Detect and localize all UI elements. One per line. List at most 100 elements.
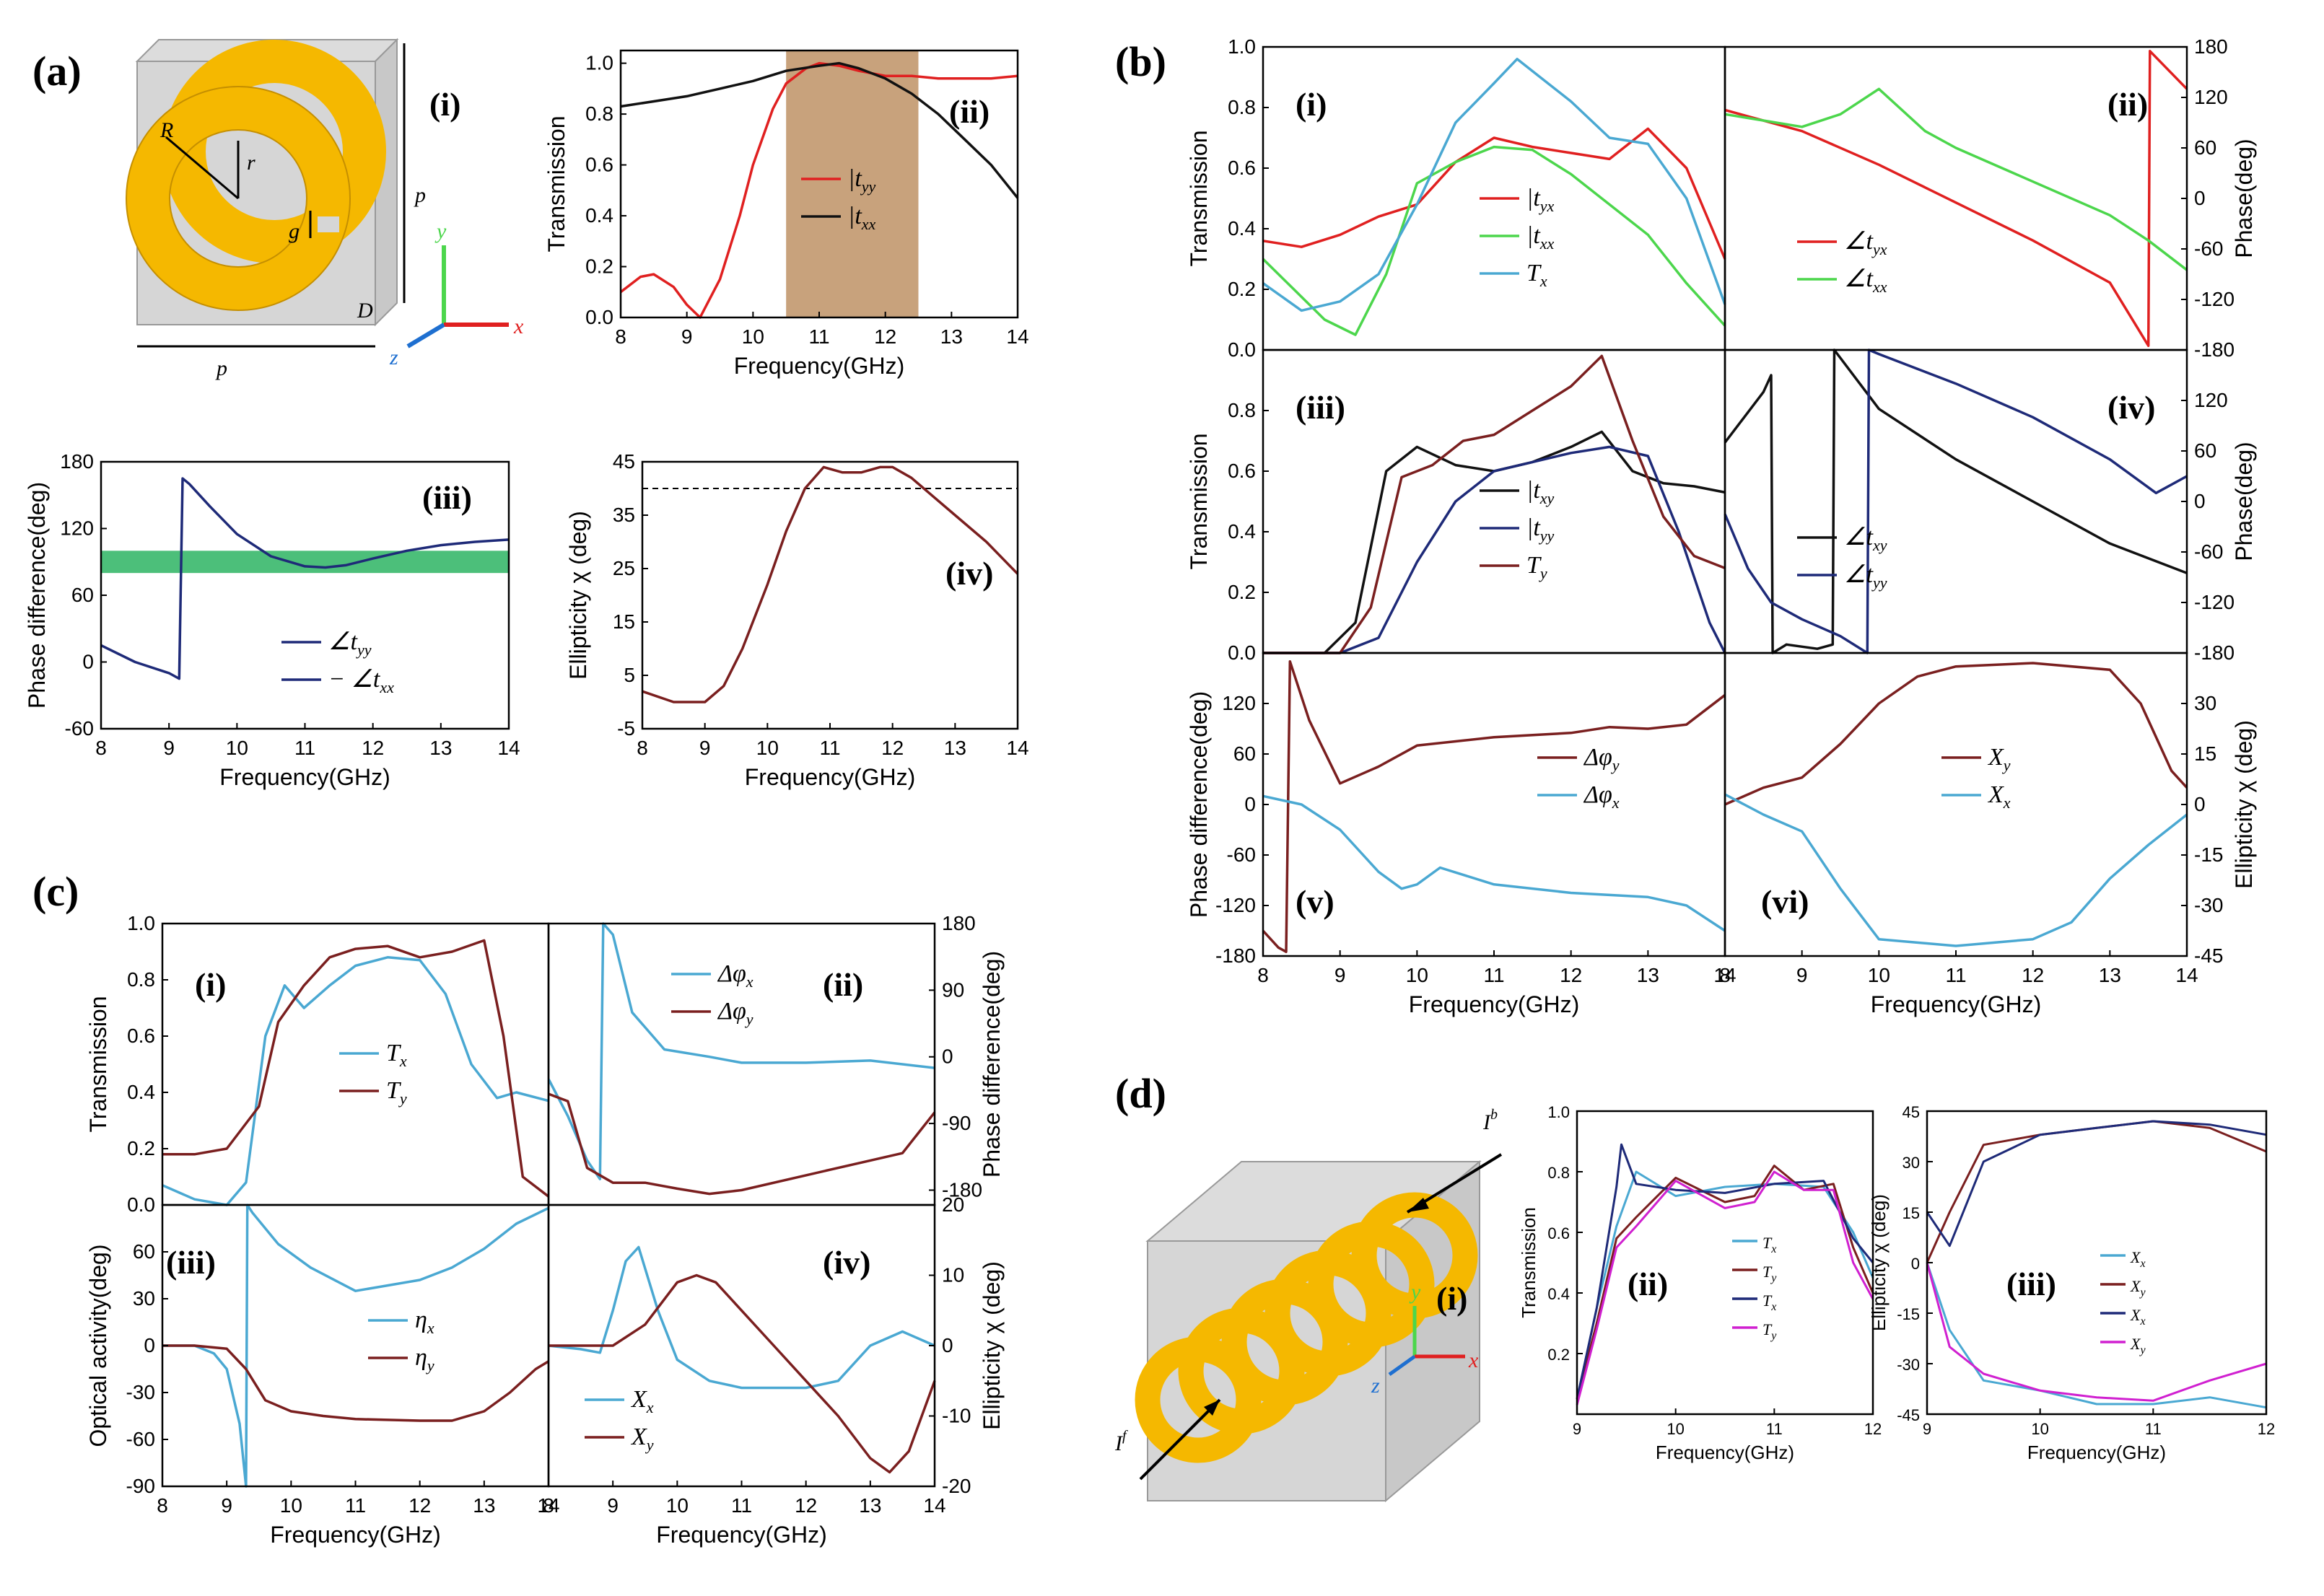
panel-c-label: (c) — [32, 868, 79, 915]
legend-label: ∠tyy — [1844, 561, 1887, 592]
y-tick-label: 60 — [2194, 439, 2216, 462]
chart-c-iv: -20 -10 0 10 20 8 9 10 11 12 13 14 Frequency(GHz) Ell… — [543, 1193, 1005, 1548]
y-tick-label: 180 — [2194, 35, 2228, 58]
shaded-band — [101, 551, 509, 574]
x-tick-label: 11 — [1483, 964, 1504, 986]
incident-backward-label: Ib — [1482, 1107, 1498, 1134]
series-line — [162, 1203, 549, 1488]
y-tick-label: 15 — [1903, 1204, 1920, 1222]
x-tick-label: 10 — [1868, 964, 1890, 986]
series-line — [1576, 1143, 1874, 1400]
y-tick-label: 0.0 — [1228, 338, 1256, 361]
legend-label: − ∠txx — [328, 666, 394, 696]
y-tick-label: 120 — [60, 517, 94, 540]
y-tick-label: 30 — [2194, 692, 2216, 714]
x-tick-label: 11 — [731, 1494, 752, 1517]
legend-label: ∠txy — [1844, 524, 1887, 554]
x-tick-label: 13 — [1637, 964, 1659, 986]
y-axis-label: Ellipticity χ (deg) — [979, 1261, 1005, 1430]
y-axis-label: Transmission — [1186, 433, 1212, 569]
x-tick-label: 12 — [795, 1494, 817, 1517]
x-tick-label: 14 — [497, 737, 520, 759]
panel-a-label: (a) — [32, 48, 82, 95]
y-tick-label: 0.4 — [1228, 217, 1256, 240]
y-tick-label: -15 — [1897, 1305, 1920, 1323]
x-tick-label: 11 — [294, 737, 315, 759]
y-axis-label: Phase difference(deg) — [24, 482, 50, 709]
legend-label: Xx — [2130, 1306, 2146, 1328]
y-axis-label: Transmission — [1518, 1207, 1539, 1318]
thickness-D-label: D — [357, 299, 373, 323]
y-tick-label: -60 — [1227, 843, 1256, 866]
subpanel-label: (iv) — [823, 1244, 870, 1281]
series-line — [100, 477, 510, 680]
x-tick-label: 8 — [157, 1494, 168, 1517]
y-axis-label: Ellipticity χ (deg) — [565, 511, 591, 680]
y-tick-label: -90 — [126, 1475, 155, 1497]
series-line — [619, 61, 1018, 319]
gap-g-label: g — [289, 219, 300, 243]
unit-cell-illustration: R r g p p D (i) y x z — [126, 38, 524, 380]
x-tick-label: 14 — [537, 1494, 559, 1517]
split-ring-front — [126, 87, 350, 310]
legend-label: ∠tyy — [328, 628, 372, 659]
x-tick-label: 12 — [2022, 964, 2044, 986]
series-line — [1926, 1120, 2267, 1248]
x-tick-label: 12 — [881, 737, 904, 759]
subpanel-label: (vi) — [1761, 883, 1809, 920]
d-i-label: (i) — [1436, 1280, 1467, 1317]
legend-label: Xy — [2130, 1335, 2146, 1356]
y-tick-label: 0.2 — [585, 255, 613, 278]
y-tick-label: 0.2 — [1547, 1346, 1570, 1364]
d-axis-y: y — [1409, 1280, 1421, 1304]
x-tick-label: 8 — [1719, 964, 1731, 986]
series-line — [1576, 1165, 1874, 1400]
series-line — [1263, 430, 1726, 654]
d-axis-x: x — [1468, 1349, 1479, 1372]
y-tick-label: -30 — [1897, 1356, 1920, 1374]
y-tick-label: -60 — [2194, 237, 2223, 260]
y-tick-label: -120 — [1215, 894, 1256, 916]
y-tick-label: 1.0 — [127, 912, 155, 934]
legend-label: Ty — [386, 1077, 407, 1108]
axis-y-label: y — [434, 219, 447, 243]
legend-label: Xy — [1987, 744, 2011, 774]
y-tick-label: 0.8 — [127, 968, 155, 991]
y-tick-label: -60 — [65, 717, 94, 740]
series-line — [1724, 662, 2188, 806]
chart-d-iii: -45 -30 -15 0 15 30 45 9 10 11 12 Frequency(GHz) Ell… — [1868, 1103, 2275, 1463]
series-line — [1262, 659, 1726, 953]
y-tick-label: 0 — [2194, 490, 2206, 512]
x-axis-label: Frequency(GHz) — [734, 353, 905, 379]
subpanel-label: (ii) — [1628, 1266, 1668, 1302]
subpanel-label: (ii) — [823, 966, 863, 1003]
series-line — [1926, 1120, 2267, 1263]
y-tick-label: 0 — [82, 651, 94, 673]
y-tick-label: 60 — [71, 584, 94, 606]
legend-label: Tx — [1526, 260, 1547, 290]
plot-frame — [161, 1203, 550, 1488]
series-line — [1576, 1170, 1874, 1406]
y-tick-label: 0.2 — [1228, 278, 1256, 300]
y-tick-label: 45 — [1903, 1103, 1920, 1121]
legend-label: Ty — [1762, 1320, 1777, 1342]
subpanel-label: (ii) — [2107, 86, 2148, 123]
y-tick-label: -90 — [942, 1112, 971, 1134]
x-tick-label: 10 — [1406, 964, 1428, 986]
chart-b-i: 0.0 0.2 0.4 0.6 0.8 1.0 Transmission (i) |tyx |tx… — [1186, 35, 1726, 361]
x-tick-label: 10 — [756, 737, 779, 759]
plot-frame — [641, 460, 1019, 730]
x-tick-label: 11 — [808, 325, 829, 348]
stacked-rings-illustration: If Ib y x z (i) — [1114, 1107, 1503, 1503]
incident-forward-label: If — [1114, 1428, 1128, 1455]
y-tick-label: 0.2 — [1228, 581, 1256, 603]
x-tick-label: 13 — [429, 737, 452, 759]
subpanel-label: (v) — [1296, 883, 1334, 920]
series-line — [548, 1245, 935, 1390]
y-tick-label: 180 — [942, 912, 976, 934]
x-axis-label: Frequency(GHz) — [1409, 991, 1580, 1017]
subpanel-label: (i) — [195, 966, 226, 1003]
y-tick-label: -120 — [2194, 591, 2235, 613]
x-tick-label: 14 — [1713, 964, 1736, 986]
